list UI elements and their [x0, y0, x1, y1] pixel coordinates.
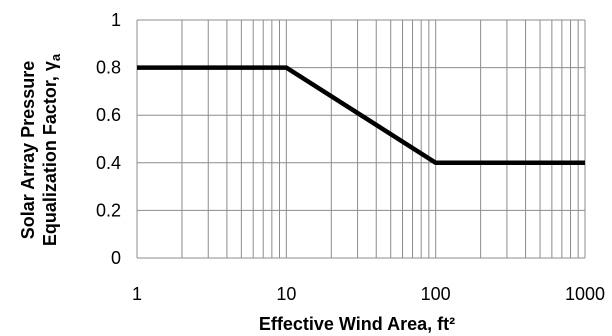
x-tick-label: 100: [421, 284, 451, 304]
y-tick-label: 0.8: [96, 58, 121, 78]
series-line: [137, 65, 585, 166]
y-tick-label: 1: [111, 10, 121, 30]
x-tick-label: 1000: [565, 284, 605, 304]
x-axis-title: Effective Wind Area, ft²: [259, 314, 455, 334]
y-axis-title: Solar Array Pressure Equalization Factor…: [18, 53, 63, 246]
x-tick-labels: 1 10 100 1000: [132, 284, 605, 304]
y-tick-label: 0.6: [96, 105, 121, 125]
x-tick-label: 10: [276, 284, 296, 304]
series: [137, 65, 585, 166]
x-tick-label: 1: [132, 284, 142, 304]
y-axis-title-subscript: a: [48, 53, 63, 61]
y-axis-title-line-2: Equalization Factor, γa: [40, 53, 63, 246]
y-axis-title-line-2-text: Equalization Factor, γ: [40, 61, 60, 246]
y-axis-title-line-1: Solar Array Pressure: [18, 61, 38, 239]
grid: [136, 19, 586, 259]
y-tick-label: 0: [111, 248, 121, 268]
y-tick-label: 0.2: [96, 200, 121, 220]
y-tick-labels: 0 0.2 0.4 0.6 0.8 1: [96, 10, 121, 268]
y-tick-label: 0.4: [96, 153, 121, 173]
